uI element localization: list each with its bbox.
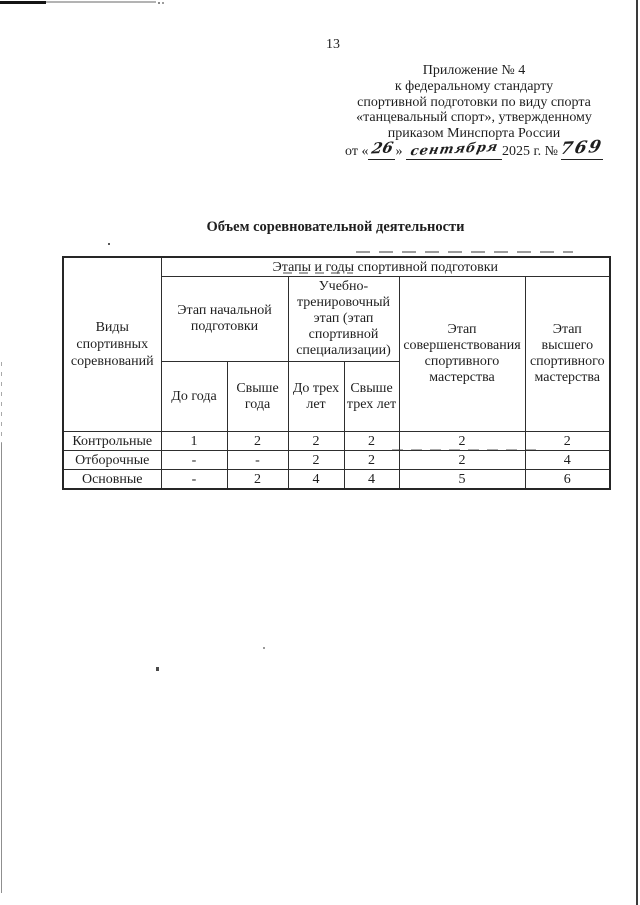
value-cell: 2 — [343, 450, 400, 470]
scan-artifact-speck — [158, 2, 160, 4]
table-row: Контрольные 1 2 2 2 2 2 — [62, 431, 611, 451]
value-cell: 2 — [226, 431, 289, 451]
page-number: 13 — [326, 37, 340, 52]
value-cell: 2 — [398, 450, 526, 470]
scan-artifact-left-border — [1, 443, 2, 893]
scan-artifact-top-bar-gray — [46, 1, 156, 3]
stage-higher-cell: Этап высшего спортивного мастерства — [524, 276, 611, 432]
appendix-date-line: от «26» сентября 2025 г. № 769 — [338, 136, 610, 160]
stage-improvement-cell: Этап совершенствования спортивного масте… — [398, 276, 526, 432]
value-cell: 4 — [343, 469, 400, 490]
appendix-note: Приложение № 4 к федеральному стандарту … — [338, 63, 610, 160]
date-year-part: 2025 г. № — [501, 143, 558, 159]
value-cell: 1 — [160, 431, 228, 451]
handwritten-month-blank: сентября — [405, 140, 502, 160]
table-row: Основные - 2 4 4 5 6 — [62, 469, 611, 490]
scan-artifact-smudge — [356, 251, 573, 253]
value-cell: 2 — [226, 469, 289, 490]
handwritten-day-blank: 26 — [368, 138, 396, 160]
handwritten-day: 26 — [369, 138, 395, 158]
scan-artifact-right-border — [636, 0, 638, 905]
date-prefix: от « — [345, 143, 369, 159]
appendix-line: приказом Минспорта России — [387, 126, 561, 142]
stage-training-cell: Учебно-тренировочный этап (этап спортивн… — [287, 276, 400, 362]
sub-header-cell: Свыше трех лет — [343, 361, 400, 432]
sub-header-cell: До года — [160, 361, 228, 432]
document-title: Объем соревновательной деятельности — [206, 219, 465, 235]
scan-artifact-speck — [162, 2, 164, 4]
scan-artifact-speck — [108, 243, 110, 245]
value-cell: 4 — [524, 450, 611, 470]
scan-artifact-left-dashes — [1, 362, 2, 443]
appendix-line: «танцевальный спорт», утвержденному — [356, 110, 592, 126]
stage-initial-cell: Этап начальной подготовки — [160, 276, 289, 362]
row-label-cell: Контрольные — [62, 431, 162, 451]
row-label-cell: Основные — [62, 469, 162, 490]
value-cell: 2 — [398, 431, 526, 451]
handwritten-month: сентября — [408, 139, 500, 160]
appendix-line: к федеральному стандарту — [394, 78, 554, 94]
scan-artifact-top-bar — [0, 1, 46, 4]
row-types-header-cell: Виды спортивных соревнований — [62, 256, 162, 432]
value-cell: 2 — [287, 431, 345, 451]
value-cell: - — [160, 469, 228, 490]
scan-artifact-speck — [263, 647, 265, 649]
row-label-cell: Отборочные — [62, 450, 162, 470]
value-cell: 5 — [398, 469, 526, 490]
handwritten-number-blank: 769 — [559, 136, 606, 160]
appendix-line: Приложение № 4 — [422, 63, 526, 78]
sub-header-cell: До трех лет — [287, 361, 345, 432]
competition-volume-table: Виды спортивных соревнований Этапы и год… — [62, 256, 612, 490]
scan-artifact-speck — [156, 667, 159, 671]
handwritten-number: 769 — [559, 136, 606, 160]
value-cell: 2 — [524, 431, 611, 451]
date-close-quote: » — [395, 143, 403, 159]
value-cell: - — [160, 450, 228, 470]
appendix-line: спортивной подготовки по виду спорта — [357, 94, 591, 110]
group-header-cell: Этапы и годы спортивной подготовки — [160, 256, 611, 277]
value-cell: 4 — [287, 469, 345, 490]
value-cell: 2 — [343, 431, 400, 451]
value-cell: 6 — [524, 469, 611, 490]
sub-header-cell: Свыше года — [226, 361, 289, 432]
table-row: Отборочные - - 2 2 2 4 — [62, 450, 611, 470]
value-cell: 2 — [287, 450, 345, 470]
value-cell: - — [226, 450, 289, 470]
